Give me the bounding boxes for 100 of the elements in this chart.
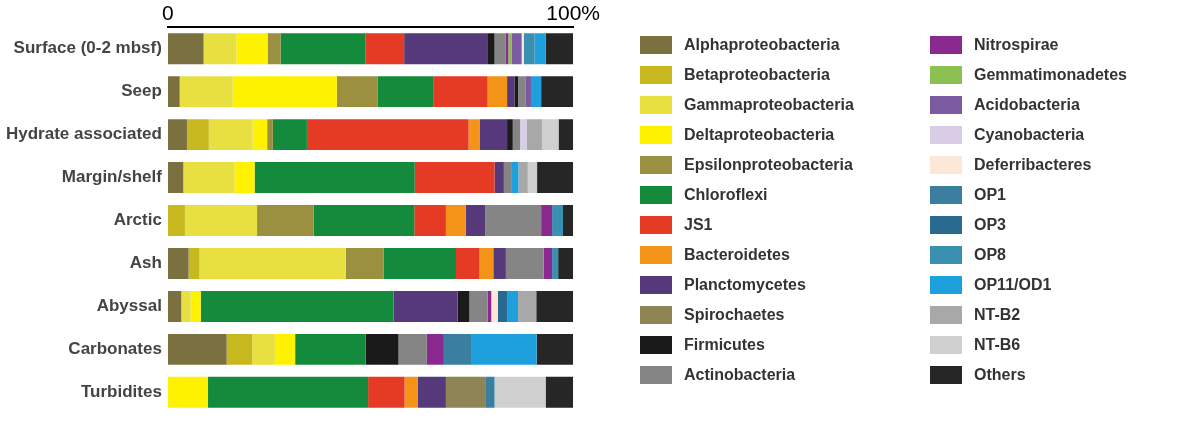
bar (523, 33, 535, 65)
bar (200, 290, 394, 322)
y-tick-label: Carbonates (68, 339, 162, 359)
bar (365, 333, 399, 365)
legend-label: Bacteroidetes (684, 246, 790, 264)
bar (485, 376, 495, 408)
legend-label: Acidobacteria (974, 96, 1080, 114)
bar (167, 247, 189, 279)
bar (465, 205, 486, 236)
bar (511, 33, 522, 65)
bar (518, 162, 528, 194)
bar (306, 119, 469, 151)
legend-label: Epsilonproteobacteria (684, 156, 853, 174)
bar (468, 119, 480, 151)
bar (558, 119, 574, 151)
bar (280, 33, 366, 65)
bar (527, 162, 538, 194)
bar (252, 119, 268, 151)
bar (167, 376, 209, 408)
bar (503, 162, 512, 194)
y-tick-label: Abyssal (96, 296, 162, 316)
bar (445, 205, 466, 236)
bar (443, 333, 472, 365)
bar (272, 119, 307, 151)
bar (507, 290, 519, 322)
bar (199, 247, 346, 279)
legend-label: Chloroflexi (684, 186, 768, 204)
bar (487, 76, 508, 108)
legend-label: Gemmatimonadetes (974, 66, 1127, 84)
bar (383, 247, 457, 279)
y-tick-label: Turbidites (80, 382, 162, 402)
bar (479, 119, 508, 151)
bar (507, 119, 513, 151)
bar (491, 290, 498, 322)
y-tick-label: Arctic (113, 210, 162, 230)
bar (274, 333, 296, 365)
bar (345, 247, 384, 279)
legend-label: NT-B2 (974, 306, 1021, 324)
bar (541, 205, 553, 236)
legend-label: Firmicutes (684, 336, 765, 354)
bar (426, 333, 444, 365)
bar (336, 76, 378, 108)
bar (545, 376, 574, 408)
legend-label: Alphaproteobacteria (684, 36, 840, 54)
bar (232, 76, 337, 108)
bar (186, 119, 209, 151)
legend-label: Spirochaetes (684, 306, 785, 324)
bar (511, 162, 519, 194)
y-tick-label: Ash (129, 253, 162, 273)
bar (226, 333, 253, 365)
bar (167, 290, 182, 322)
bar (404, 376, 418, 408)
bar (456, 247, 480, 279)
bar (167, 119, 187, 151)
bar (179, 76, 233, 108)
bar (236, 33, 268, 65)
legend-label: Deltaproteobacteria (684, 126, 835, 144)
y-tick-label: Surface (0-2 mbsf) (13, 38, 162, 58)
bar (521, 33, 524, 65)
legend-label: Betaproteobacteria (684, 66, 830, 84)
bar (377, 76, 434, 108)
bar (167, 162, 184, 194)
legend-label: Cyanobacteria (974, 126, 1085, 144)
bar (414, 205, 446, 236)
bar (534, 33, 546, 65)
legend-label: JS1 (684, 216, 713, 234)
x-tick-label: 0 (162, 1, 174, 25)
bar (433, 76, 488, 108)
bar (457, 290, 470, 322)
bar (368, 376, 405, 408)
bar (531, 76, 542, 108)
legend-label: Nitrospirae (974, 36, 1059, 54)
bar (514, 76, 519, 108)
bar (485, 205, 542, 236)
legend-label: OP3 (974, 216, 1007, 234)
bar (208, 119, 253, 151)
bar (536, 290, 574, 322)
bar (208, 376, 369, 408)
legend-label: Gammaproteobacteria (684, 96, 854, 114)
bar (552, 205, 564, 236)
bar (167, 33, 204, 65)
bar (526, 119, 542, 151)
bar (267, 119, 273, 151)
bar (541, 76, 574, 108)
bar (541, 119, 559, 151)
legend-label: OP8 (974, 246, 1007, 264)
legend-label: Planctomycetes (684, 276, 806, 294)
bar (393, 290, 458, 322)
y-tick-label: Margin/shelf (61, 167, 163, 187)
bar (471, 333, 537, 365)
x-tick-label: 100% (546, 1, 600, 25)
legend-label: OP1 (974, 186, 1007, 204)
legend-label: OP11/OD1 (974, 276, 1052, 294)
bar (267, 33, 281, 65)
bar (512, 119, 521, 151)
legend-label: Others (974, 366, 1026, 384)
bar (404, 33, 488, 65)
bar (234, 162, 255, 194)
bar (398, 333, 427, 365)
bar (494, 33, 506, 65)
